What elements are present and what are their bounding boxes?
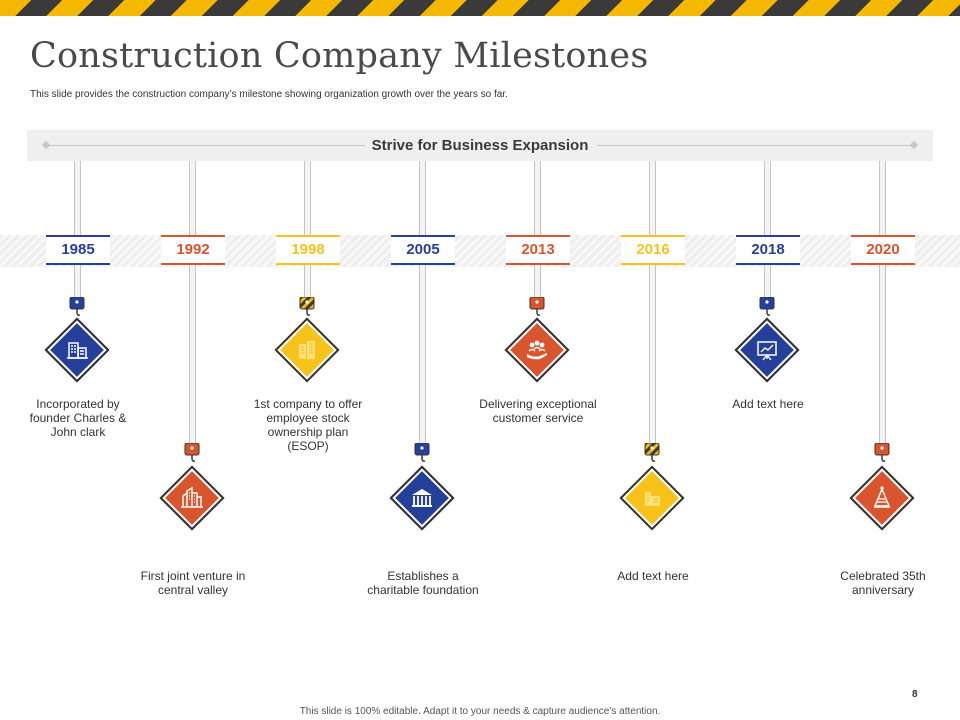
- presentation-board-icon: [750, 333, 784, 367]
- milestone-year: 1992: [161, 235, 225, 265]
- building-growth-icon: [635, 481, 669, 515]
- hook-icon: [299, 296, 315, 317]
- rope: [74, 161, 81, 306]
- banner-line-left: [45, 145, 365, 146]
- city-buildings-icon: [175, 481, 209, 515]
- buildings-icon: [290, 333, 324, 367]
- slide-subtitle: This slide provides the construction com…: [30, 89, 508, 100]
- milestone-year: 1998: [276, 235, 340, 265]
- milestone-year: 2016: [621, 235, 685, 265]
- office-building-icon: [60, 333, 94, 367]
- hook-icon: [644, 442, 660, 463]
- milestone-caption: Delivering exceptional customer service: [479, 397, 597, 425]
- foundation-building-icon: [405, 481, 439, 515]
- banner-title: Strive for Business Expansion: [371, 137, 589, 154]
- hook-icon: [529, 296, 545, 317]
- milestone-year: 2005: [391, 235, 455, 265]
- milestone-year: 2013: [506, 235, 570, 265]
- milestone-caption: Add text here: [732, 397, 804, 411]
- customer-service-icon: [520, 333, 554, 367]
- rope: [534, 161, 541, 306]
- expansion-banner: Strive for Business Expansion: [27, 130, 933, 161]
- hook-icon: [184, 442, 200, 463]
- rope: [189, 161, 196, 449]
- rope: [764, 161, 771, 306]
- rope: [304, 161, 311, 306]
- rope: [879, 161, 886, 449]
- milestone-year: 1985: [46, 235, 110, 265]
- slide-footer: This slide is 100% editable. Adapt it to…: [299, 706, 661, 717]
- milestone-caption: First joint venture in central valley: [140, 569, 246, 597]
- rope: [649, 161, 656, 449]
- rope: [419, 161, 426, 449]
- year-band: [0, 235, 960, 267]
- celebration-hat-icon: [865, 481, 899, 515]
- slide-title: Construction Company Milestones: [30, 36, 649, 76]
- hook-icon: [874, 442, 890, 463]
- milestone-caption: Establishes a charitable foundation: [367, 569, 479, 597]
- hook-icon: [69, 296, 85, 317]
- milestone-year: 2020: [851, 235, 915, 265]
- milestone-caption: Add text here: [617, 569, 689, 583]
- milestone-caption: Celebrated 35th anniversary: [840, 569, 926, 597]
- page-number: 8: [912, 689, 918, 700]
- milestone-year: 2018: [736, 235, 800, 265]
- banner-line-right: [597, 145, 915, 146]
- hook-icon: [759, 296, 775, 317]
- milestone-caption: 1st company to offer employee stock owne…: [253, 397, 363, 453]
- hazard-stripe-header: [0, 0, 960, 16]
- hook-icon: [414, 442, 430, 463]
- milestone-caption: Incorporated by founder Charles & John c…: [29, 397, 127, 439]
